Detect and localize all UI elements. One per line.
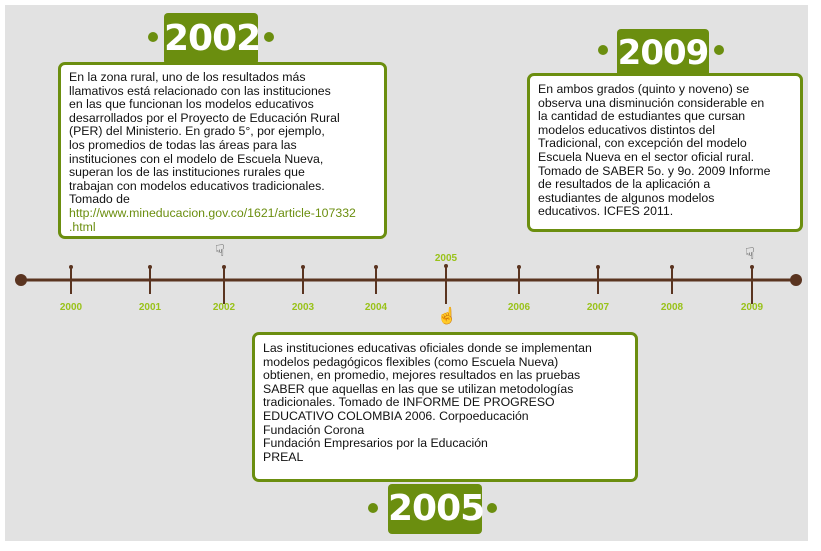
decorative-dot [487,503,497,513]
text-line: modelos educativos distintos del [538,122,716,137]
timeline-year-label-2004: 2004 [365,302,388,313]
timeline-tick-cap [670,265,674,269]
timeline-year-label-2008: 2008 [661,302,684,313]
text-line: trabajan con modelos educativos tradicio… [69,178,325,193]
decorative-dot [714,45,724,55]
text-line: Escuela Nueva en el sector oficial rural… [538,149,754,164]
timeline-start-cap [15,274,27,286]
timeline-tick-cap [444,264,448,268]
timeline-tick-cap [69,265,73,269]
event-text-2002: En la zona rural, uno de los resultados … [69,70,376,234]
text-line: EDUCATIVO COLOMBIA 2006. Corpoeducación [263,408,529,423]
pointer-hand-icon: ☟ [745,246,755,263]
text-line: de resultados de la aplicación a [538,177,711,192]
decorative-dot [148,32,158,42]
text-line: la cantidad de estudiantes que cursan [538,109,746,124]
year-badge-2002: 2002 [164,13,261,65]
text-line: modelos pedagógicos flexibles (como Escu… [263,354,559,369]
timeline-year-label-2001: 2001 [139,302,162,313]
text-line: SABER que aquellas en las que se utiliza… [263,381,574,396]
timeline-ticks: 2000 2001 2002 2003 2004 2006 2007 2008 2009 [60,264,764,313]
text-line: Tomado de [69,192,130,207]
text-line: superan los de las instituciones rurales… [69,165,305,180]
text-line: educativos. ICFES 2011. [538,204,674,219]
text-line: observa una disminución considerable en [538,95,765,110]
text-line: (PER) del Ministerio. En grado 5°, por e… [69,124,325,139]
text-line: obtienen, en promedio, mejores resultado… [263,368,581,383]
timeline-tick-cap [750,265,754,269]
timeline-year-label-2006: 2006 [508,302,531,313]
text-line: instituciones con el modelo de Escuela N… [69,151,324,166]
text-line: llamativos está relacionado con las inst… [69,83,331,98]
text-line: estudiantes de algunos modelos [538,190,715,205]
link-line[interactable]: http://www.mineducacion.gov.co/1621/arti… [69,205,356,220]
text-line: Las instituciones educativas oficiales d… [263,341,592,355]
text-line: Fundación Corona [263,422,365,437]
pointer-hand-icon: ☝ [437,308,457,325]
year-badge-2005: 2005 [388,484,485,534]
link-line[interactable]: .html [69,219,96,234]
text-line: Tomado de SABER 5o. y 9o. 2009 Informe [538,163,771,178]
text-line: tradicionales. Tomado de INFORME DE PROG… [263,395,555,410]
decorative-dot [368,503,378,513]
source-link[interactable]: http://www.mineducacion.gov.co/1621/arti… [69,205,376,234]
text-line: PREAL [263,449,304,464]
tick-label-2005-above: 2005 [435,253,458,264]
decorative-dot [598,45,608,55]
timeline-year-label-2003: 2003 [292,302,315,313]
timeline-tick-cap [596,265,600,269]
text-line: en las que funcionan los modelos educati… [69,97,314,112]
decorative-dot [264,32,274,42]
timeline-end-cap [790,274,802,286]
pointer-hand-icon: ☟ [215,243,225,260]
text-line: Tradicional, con excepción del modelo [538,136,747,151]
timeline-tick-cap [148,265,152,269]
timeline-tick-cap [222,265,226,269]
text-line: En la zona rural, uno de los resultados … [69,70,306,84]
text-line: En ambos grados (quinto y noveno) se [538,82,750,96]
timeline-year-label-2007: 2007 [587,302,610,313]
text-line: Fundación Empresarios por la Educación [263,436,488,451]
year-badge-2009: 2009 [617,29,709,77]
text-line: desarrollados por el Proyecto de Educaci… [69,110,340,125]
timeline-tick-cap [301,265,305,269]
event-card-2005: Las instituciones educativas oficiales d… [252,332,638,482]
timeline-year-label-2009: 2009 [741,302,764,313]
timeline-year-label-2002: 2002 [213,302,236,313]
text-line: los promedios de todas las áreas para la… [69,137,297,152]
timeline-tick-cap [517,265,521,269]
timeline-year-label-2000: 2000 [60,302,83,313]
event-card-2009: En ambos grados (quinto y noveno) se obs… [527,73,803,232]
timeline-tick-cap [374,265,378,269]
event-card-2002: En la zona rural, uno de los resultados … [58,62,387,239]
